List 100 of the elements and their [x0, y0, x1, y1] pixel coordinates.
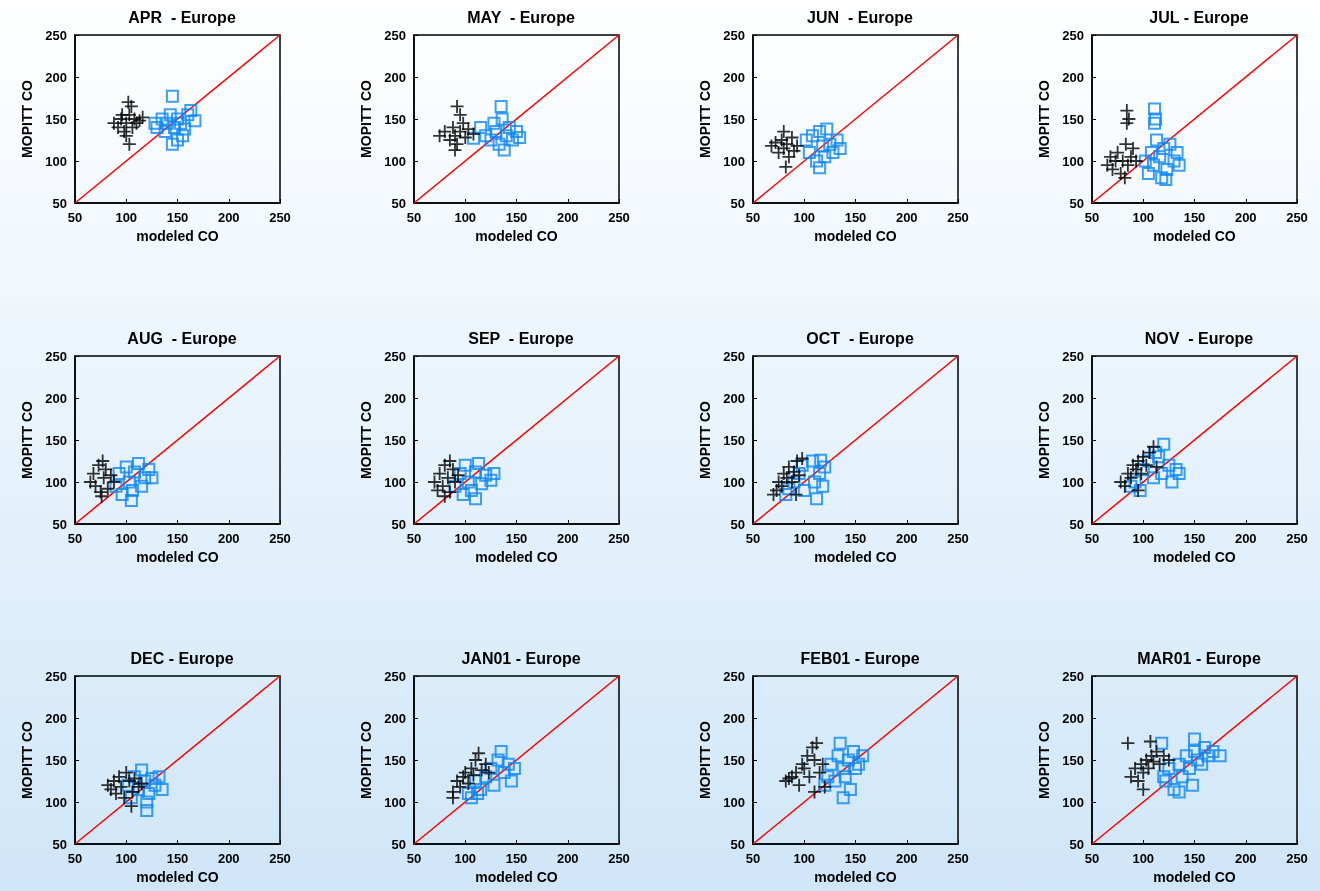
x-tick-label: 50 — [67, 531, 83, 546]
chart-title: JUN - Europe — [807, 8, 913, 26]
y-tick-label: 50 — [1069, 195, 1084, 211]
x-tick-label: 200 — [217, 531, 240, 546]
y-tick-label: 100 — [45, 474, 67, 490]
x-tick-label: 50 — [406, 210, 422, 225]
y-axis-title: MOPITT CO — [19, 401, 36, 479]
x-tick-label: 200 — [217, 210, 240, 225]
x-tick-label: 50 — [1084, 851, 1100, 866]
x-tick-label: 100 — [1132, 210, 1155, 225]
y-tick-label: 200 — [384, 390, 406, 406]
x-axis-title: modeled CO — [1153, 868, 1236, 885]
y-tick-label: 250 — [723, 27, 745, 43]
x-tick-label: 200 — [895, 531, 918, 546]
y-tick-label: 100 — [45, 794, 67, 810]
y-tick-label: 250 — [1062, 27, 1084, 43]
chart-title: OCT - Europe — [806, 329, 914, 347]
x-tick-label: 50 — [406, 531, 422, 546]
y-tick-label: 150 — [1062, 111, 1084, 127]
y-tick-label: 250 — [45, 27, 67, 43]
x-tick-label: 100 — [115, 531, 138, 546]
y-tick-label: 150 — [45, 432, 67, 448]
y-tick-label: 150 — [45, 752, 67, 768]
x-tick-label: 200 — [556, 851, 579, 866]
y-tick-label: 200 — [723, 390, 745, 406]
y-tick-label: 200 — [1062, 710, 1084, 726]
x-axis-title: modeled CO — [1153, 227, 1236, 244]
y-tick-label: 50 — [52, 516, 67, 532]
chart-title: AUG - Europe — [127, 329, 237, 347]
x-axis-title: modeled CO — [814, 227, 897, 244]
x-axis-title: modeled CO — [1153, 548, 1236, 565]
x-tick-label: 150 — [1183, 851, 1206, 866]
x-tick-label: 200 — [1234, 851, 1257, 866]
x-tick-label: 100 — [115, 210, 138, 225]
y-tick-label: 250 — [1062, 668, 1084, 684]
y-axis-title: MOPITT CO — [697, 401, 714, 479]
y-axis-title: MOPITT CO — [697, 80, 714, 158]
chart-title: JUL - Europe — [1149, 8, 1249, 26]
y-tick-label: 100 — [384, 794, 406, 810]
x-tick-label: 250 — [608, 210, 630, 225]
x-tick-label: 250 — [947, 531, 969, 546]
x-tick-label: 250 — [608, 851, 630, 866]
y-tick-label: 250 — [1062, 348, 1084, 364]
y-tick-label: 100 — [384, 474, 406, 490]
x-tick-label: 200 — [217, 851, 240, 866]
y-tick-label: 100 — [384, 153, 406, 169]
x-tick-label: 250 — [947, 851, 969, 866]
chart-title: NOV - Europe — [1144, 329, 1254, 347]
y-tick-label: 50 — [1069, 836, 1084, 852]
x-tick-label: 50 — [745, 210, 761, 225]
x-tick-label: 50 — [1084, 531, 1100, 546]
y-tick-label: 100 — [723, 794, 745, 810]
x-tick-label: 250 — [1286, 210, 1308, 225]
x-axis-title: modeled CO — [475, 868, 558, 885]
y-axis-title: MOPITT CO — [1036, 721, 1053, 799]
y-tick-label: 150 — [723, 432, 745, 448]
x-tick-label: 100 — [1132, 531, 1155, 546]
y-tick-label: 200 — [45, 69, 67, 85]
x-tick-label: 150 — [844, 210, 867, 225]
y-tick-label: 150 — [723, 111, 745, 127]
x-tick-label: 100 — [1132, 851, 1155, 866]
x-tick-label: 250 — [269, 531, 291, 546]
y-tick-label: 150 — [723, 752, 745, 768]
x-tick-label: 150 — [1183, 210, 1206, 225]
y-tick-label: 200 — [1062, 390, 1084, 406]
x-tick-label: 150 — [166, 210, 189, 225]
y-tick-label: 200 — [1062, 69, 1084, 85]
x-tick-label: 150 — [844, 531, 867, 546]
y-tick-label: 150 — [384, 111, 406, 127]
x-tick-label: 100 — [793, 851, 816, 866]
x-tick-label: 50 — [406, 851, 422, 866]
x-axis-title: modeled CO — [475, 227, 558, 244]
y-tick-label: 200 — [384, 69, 406, 85]
y-tick-label: 50 — [730, 836, 745, 852]
chart-title: MAY - Europe — [467, 8, 575, 26]
x-tick-label: 200 — [556, 210, 579, 225]
x-tick-label: 150 — [166, 531, 189, 546]
x-axis-title: modeled CO — [475, 548, 558, 565]
chart-title: DEC - Europe — [130, 649, 234, 667]
x-tick-label: 100 — [793, 531, 816, 546]
y-tick-label: 100 — [723, 153, 745, 169]
y-tick-label: 50 — [391, 195, 406, 211]
x-tick-label: 150 — [1183, 531, 1206, 546]
x-tick-label: 200 — [895, 210, 918, 225]
y-tick-label: 50 — [1069, 516, 1084, 532]
x-tick-label: 50 — [67, 851, 83, 866]
x-tick-label: 200 — [1234, 531, 1257, 546]
chart-title: MAR01 - Europe — [1137, 649, 1261, 667]
y-tick-label: 150 — [1062, 432, 1084, 448]
x-tick-label: 200 — [1234, 210, 1257, 225]
y-tick-label: 50 — [730, 516, 745, 532]
x-tick-label: 100 — [793, 210, 816, 225]
y-axis-title: MOPITT CO — [358, 401, 375, 479]
y-axis-title: MOPITT CO — [19, 721, 36, 799]
x-axis-title: modeled CO — [814, 868, 897, 885]
x-tick-label: 250 — [1286, 531, 1308, 546]
y-tick-label: 100 — [1062, 153, 1084, 169]
y-axis-title: MOPITT CO — [358, 721, 375, 799]
y-tick-label: 50 — [52, 195, 67, 211]
y-axis-title: MOPITT CO — [697, 721, 714, 799]
